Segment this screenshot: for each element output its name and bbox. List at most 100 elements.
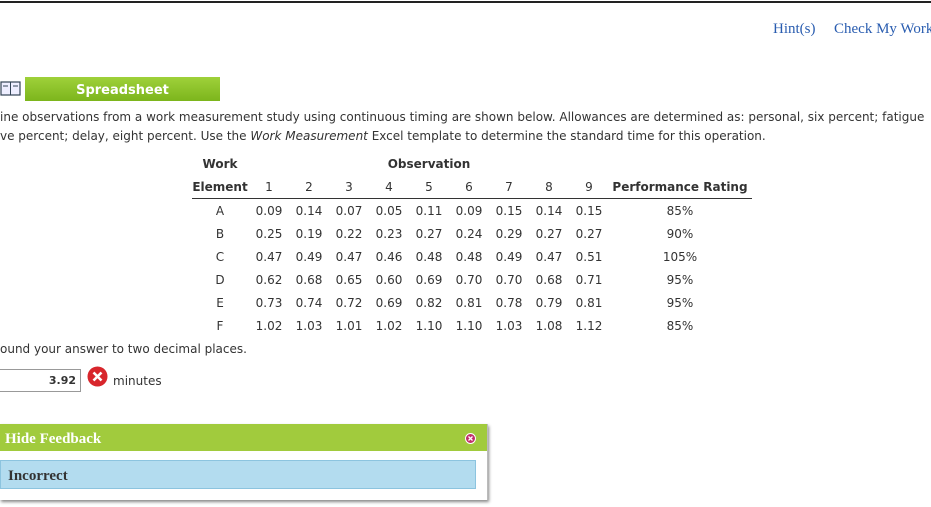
table-cell: 0.81 [455, 296, 483, 310]
observation-table: Work Observation Element 1 2 3 4 5 6 7 8 9 Performan… [192, 157, 752, 333]
table-cell: 0.69 [375, 296, 403, 310]
table-cell: 0.74 [295, 296, 323, 310]
table-cell: 0.46 [375, 250, 403, 264]
column-header: 1 [265, 180, 273, 194]
check-link[interactable]: Check My Work [834, 21, 931, 37]
table-cell: 0.79 [535, 296, 563, 310]
table-cell: 105% [662, 250, 698, 264]
table-cell: 0.73 [255, 296, 283, 310]
row-label: E [216, 296, 224, 310]
column-header: 3 [345, 180, 353, 194]
table-cell: 0.81 [575, 296, 603, 310]
table-cell: 0.51 [575, 250, 603, 264]
column-header: 2 [305, 180, 313, 194]
table-cell: 0.27 [575, 227, 603, 241]
table-cell: 1.02 [375, 319, 403, 333]
answer-input[interactable]: 3.92 [0, 369, 81, 392]
table-cell: 0.07 [335, 204, 363, 218]
intro-text: Excel template to determine the standard… [367, 129, 766, 143]
table-cell: 95% [666, 296, 694, 310]
table-cell: 90% [666, 227, 694, 241]
feedback-result: Incorrect [0, 460, 476, 489]
table-cell: 0.70 [455, 273, 483, 287]
spreadsheet-button[interactable]: Spreadsheet [25, 77, 220, 101]
table-cell: 0.15 [495, 204, 523, 218]
book-icon [0, 81, 21, 96]
column-header: 8 [545, 180, 553, 194]
table-cell: 0.78 [495, 296, 523, 310]
table-cell: 0.11 [415, 204, 443, 218]
table-cell: 0.47 [335, 250, 363, 264]
answer-unit: minutes [113, 374, 162, 388]
table-cell: 0.48 [415, 250, 443, 264]
table-cell: 0.82 [415, 296, 443, 310]
table-cell: 0.47 [535, 250, 563, 264]
intro-text: ve percent; delay, eight percent. Use th… [0, 129, 251, 143]
column-header: Performance Rating [612, 180, 748, 194]
table-cell: 0.49 [495, 250, 523, 264]
table-cell: 0.71 [575, 273, 603, 287]
table-cell: 0.19 [295, 227, 323, 241]
intro-emphasis: Work Measurement [250, 129, 368, 143]
table-cell: 0.48 [455, 250, 483, 264]
table-cell: 0.27 [415, 227, 443, 241]
table-cell: 1.01 [335, 319, 363, 333]
table-cell: 1.03 [295, 319, 323, 333]
hide-feedback[interactable]: Hide Feedback [0, 424, 487, 451]
table-cell: 0.23 [375, 227, 403, 241]
feedback-panel: Hide Feedback Incorrect [0, 424, 488, 500]
instruction: ound your answer to two decimal places. [0, 342, 247, 356]
table-cell: 0.22 [335, 227, 363, 241]
table-cell: 0.62 [255, 273, 283, 287]
group-header: Observation [387, 157, 471, 171]
group-header: Work [202, 157, 238, 171]
table-cell: 0.65 [335, 273, 363, 287]
table-cell: 0.25 [255, 227, 283, 241]
column-header: 9 [585, 180, 593, 194]
row-label: C [215, 250, 225, 264]
table-cell: 0.49 [295, 250, 323, 264]
table-cell: 0.69 [415, 273, 443, 287]
table-cell: 0.24 [455, 227, 483, 241]
column-header: 7 [505, 180, 513, 194]
table-cell: 1.08 [535, 319, 563, 333]
hints-link[interactable]: Hint(s) [773, 21, 816, 37]
table-cell: 0.68 [535, 273, 563, 287]
intro-line: ine observations from a work measurement… [0, 110, 925, 124]
table-cell: 0.09 [255, 204, 283, 218]
table-cell: 85% [666, 319, 694, 333]
table-cell: 0.72 [335, 296, 363, 310]
column-header: 4 [385, 180, 393, 194]
close-icon[interactable] [465, 433, 476, 444]
table-cell: 0.05 [375, 204, 403, 218]
table-cell: 0.60 [375, 273, 403, 287]
row-label: A [215, 204, 225, 218]
header-rule [192, 198, 752, 199]
table-cell: 1.02 [255, 319, 283, 333]
table-cell: 0.29 [495, 227, 523, 241]
table-cell: 0.70 [495, 273, 523, 287]
table-cell: 0.27 [535, 227, 563, 241]
table-cell: 85% [666, 204, 694, 218]
table-cell: 0.14 [535, 204, 563, 218]
top-border [0, 1, 931, 3]
intro-line: ve percent; delay, eight percent. Use th… [0, 129, 766, 143]
column-header: Element [192, 180, 248, 194]
table-cell: 1.10 [415, 319, 443, 333]
row-label: B [215, 227, 225, 241]
row-label: D [215, 273, 225, 287]
column-header: 5 [425, 180, 433, 194]
table-cell: 0.47 [255, 250, 283, 264]
table-cell: 0.14 [295, 204, 323, 218]
table-cell: 0.68 [295, 273, 323, 287]
table-cell: 0.09 [455, 204, 483, 218]
incorrect-icon [87, 366, 108, 387]
column-header: 6 [465, 180, 473, 194]
table-cell: 0.15 [575, 204, 603, 218]
table-cell: 1.12 [575, 319, 603, 333]
table-cell: 1.03 [495, 319, 523, 333]
row-label: F [216, 319, 224, 333]
table-cell: 95% [666, 273, 694, 287]
table-cell: 1.10 [455, 319, 483, 333]
